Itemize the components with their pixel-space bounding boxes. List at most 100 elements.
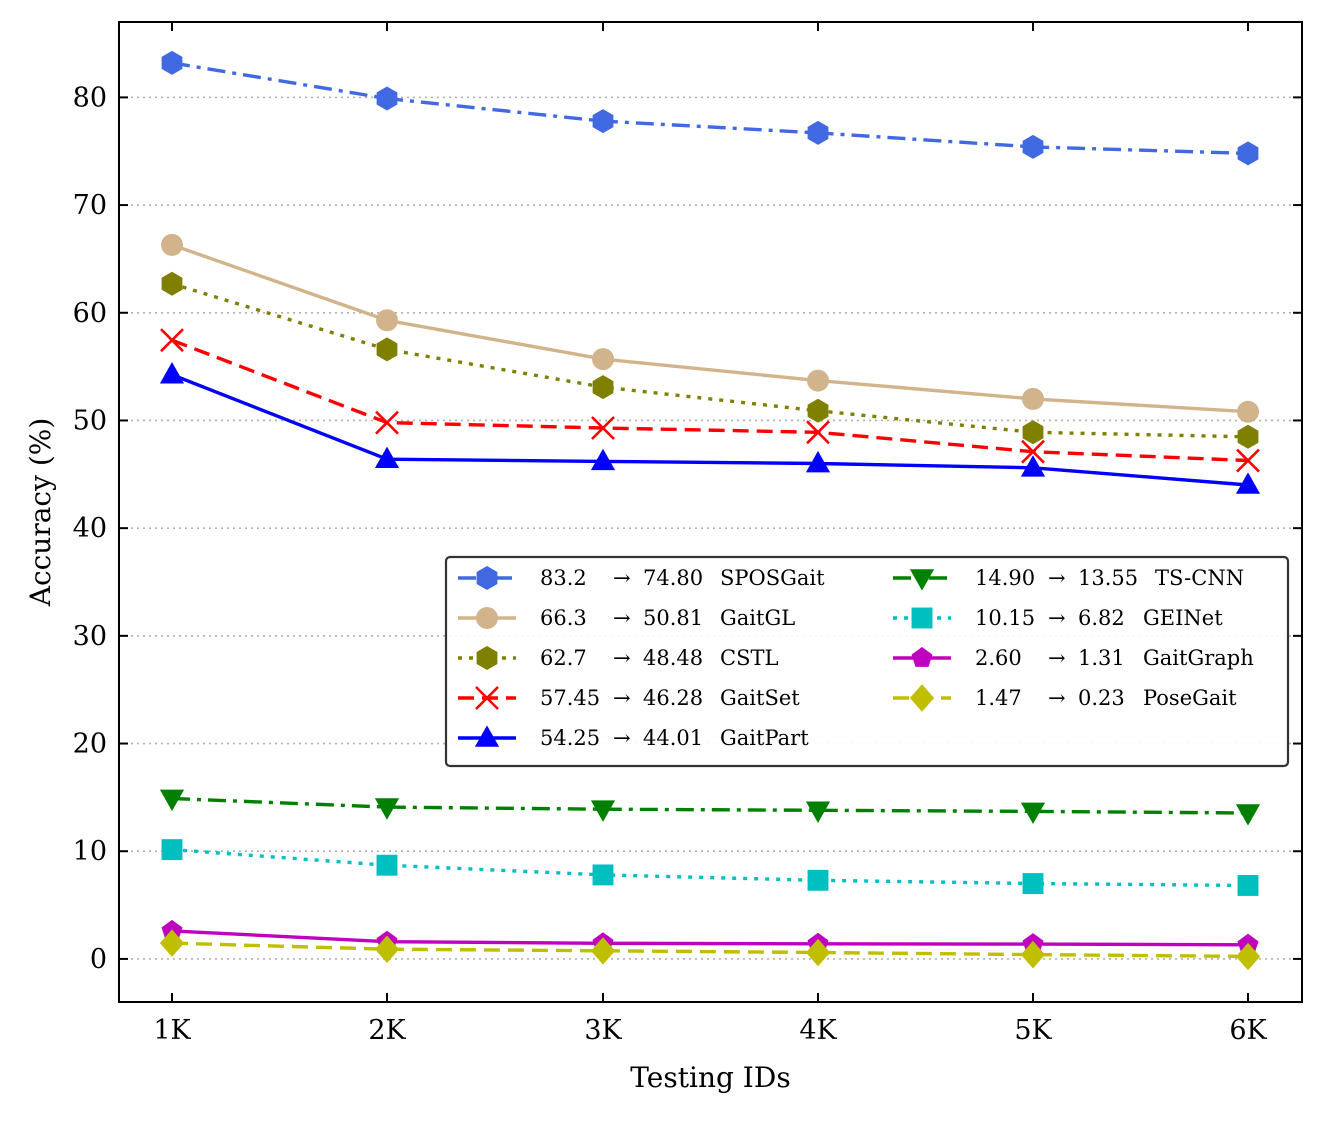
data-point: [1235, 804, 1261, 826]
data-point: [159, 929, 185, 957]
x-tick-label: 3K: [584, 1015, 622, 1046]
legend-first-value: 14.90: [975, 566, 1035, 590]
y-tick-label: 10: [73, 836, 107, 867]
data-point: [161, 50, 183, 75]
legend-swatch-marker: [474, 725, 500, 747]
y-tick-label: 40: [73, 513, 107, 544]
legend-entry-ts-cnn: 14.90 → 13.55 TS-CNN: [893, 566, 1244, 591]
y-tick-label: 60: [73, 298, 107, 329]
legend-first-value: 57.45: [540, 686, 600, 710]
legend-series-name: CSTL: [720, 646, 778, 670]
legend-swatch-marker: [475, 686, 499, 710]
x-tick-label: 4K: [799, 1015, 837, 1046]
data-point: [161, 233, 183, 256]
series-gaitset: [160, 328, 1260, 473]
series-ts-cnn: [159, 789, 1261, 826]
legend-swatch-marker: [476, 646, 498, 670]
legend-swatch-marker: [909, 684, 935, 712]
series-gaitpart: [159, 362, 1261, 494]
legend-arrow: →: [613, 566, 631, 590]
data-point: [376, 337, 398, 362]
legend-arrow: →: [1048, 606, 1066, 630]
y-axis-title: Accuracy (%): [24, 418, 57, 608]
data-point: [1236, 448, 1260, 473]
legend-swatch-marker: [911, 647, 933, 667]
series-line: [171, 282, 1249, 439]
legend-last-value: 46.28: [643, 686, 703, 710]
legend-arrow: →: [1048, 646, 1066, 670]
data-point: [805, 450, 831, 473]
data-point: [374, 798, 400, 820]
series-posegait: [159, 929, 1261, 971]
plot-frame: [118, 21, 1303, 1003]
series-line: [171, 796, 1249, 815]
data-point: [1237, 400, 1259, 423]
legend-entry-gaitset: 57.45 → 46.28 GaitSet: [458, 686, 800, 710]
legend-first-value: 1.47: [975, 686, 1022, 710]
data-point: [590, 800, 616, 822]
data-point: [375, 410, 399, 435]
legend-entry-posegait: 1.47 → 0.23 PoseGait: [893, 684, 1237, 712]
data-point: [1020, 455, 1046, 477]
legend-first-value: 10.15: [975, 606, 1035, 630]
y-tick-label: 50: [73, 405, 107, 436]
legend-last-value: 0.23: [1078, 686, 1125, 710]
data-point: [1022, 134, 1044, 159]
series-line: [171, 941, 1249, 959]
series-line: [171, 929, 1249, 947]
data-point: [590, 448, 616, 471]
legend-entry-sposgait: 83.2 → 74.80 SPOSGait: [458, 566, 825, 590]
series-lines: [159, 50, 1261, 971]
data-point: [806, 420, 830, 445]
data-point: [1022, 420, 1044, 445]
legend-first-value: 66.3: [540, 606, 587, 630]
data-point: [805, 938, 831, 967]
legend: 83.2 → 74.80 SPOSGait 66.3 → 50.81 GaitGL 62.7 → 4…: [444, 555, 1290, 768]
y-tick-label: 70: [73, 190, 107, 221]
legend-series-name: GEINet: [1143, 606, 1223, 630]
legend-swatch-marker: [476, 607, 498, 629]
legend-arrow: →: [613, 606, 631, 630]
legend-series-name: GaitSet: [720, 686, 800, 710]
y-tick-label: 30: [73, 621, 107, 652]
legend-last-value: 44.01: [643, 726, 703, 750]
series-line: [171, 243, 1249, 414]
legend-last-value: 50.81: [643, 606, 703, 630]
series-cstl: [161, 271, 1259, 449]
series-gaitgl: [161, 233, 1259, 423]
data-point: [161, 839, 183, 861]
legend-first-value: 62.7: [540, 646, 587, 670]
legend-first-value: 83.2: [540, 566, 587, 590]
legend-arrow: →: [1048, 566, 1066, 590]
data-point: [1235, 472, 1261, 494]
series-geinet: [161, 839, 1259, 896]
data-point: [592, 348, 614, 371]
legend-arrow: →: [613, 686, 631, 710]
legend-series-name: GaitGL: [720, 606, 795, 630]
y-tick-label: 80: [73, 82, 107, 113]
legend-last-value: 1.31: [1078, 646, 1125, 670]
data-point: [807, 869, 829, 891]
x-tick-label: 1K: [153, 1015, 191, 1046]
legend-arrow: →: [1048, 686, 1066, 710]
axis-ticks: 0 10 20 30 40 50 60 70 80 1K 2K 3K 4K 5K 6K: [73, 22, 1302, 1046]
data-point: [592, 109, 614, 134]
legend-series-name: GaitGraph: [1143, 646, 1254, 670]
legend-swatch-marker: [476, 566, 498, 590]
y-tick-label: 0: [90, 944, 107, 975]
y-tick-label: 20: [73, 729, 107, 760]
legend-entry-geinet: 10.15 → 6.82 GEINet: [893, 606, 1223, 630]
legend-entry-gaitpart: 54.25 → 44.01 GaitPart: [458, 725, 809, 750]
data-point: [376, 854, 398, 876]
legend-frame: [444, 555, 1290, 768]
legend-last-value: 6.82: [1078, 606, 1125, 630]
data-point: [805, 801, 831, 823]
data-point: [590, 937, 616, 965]
x-tick-label: 2K: [368, 1015, 406, 1046]
data-point: [376, 86, 398, 111]
data-point: [1021, 439, 1045, 464]
data-point: [159, 362, 185, 384]
data-point: [159, 789, 185, 812]
data-point: [1235, 942, 1261, 971]
